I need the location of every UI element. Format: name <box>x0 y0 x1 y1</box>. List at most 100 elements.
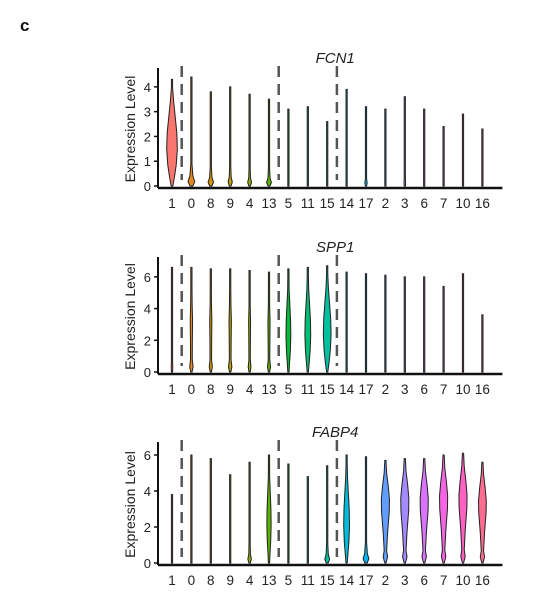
x-tick-label: 1 <box>168 382 176 397</box>
x-tick-label: 0 <box>188 573 196 588</box>
violin-1 <box>170 266 174 373</box>
violin-5 <box>287 463 290 564</box>
x-tick-label: 17 <box>358 196 373 211</box>
chart-title: FABP4 <box>312 424 358 441</box>
violin-11 <box>306 476 309 564</box>
x-tick-label: 6 <box>420 382 428 397</box>
y-axis-label: Expression Level <box>122 451 138 558</box>
violin-7 <box>439 454 449 564</box>
y-tick-label: 0 <box>144 179 151 194</box>
x-tick-label: 15 <box>320 382 335 397</box>
violin-13 <box>266 98 272 187</box>
violin-5 <box>287 108 290 187</box>
x-tick-label: 7 <box>440 196 448 211</box>
violin-17 <box>362 456 370 564</box>
violin-3 <box>403 96 407 187</box>
x-tick-label: 4 <box>246 196 254 211</box>
violin-15 <box>324 465 331 564</box>
y-tick-label: 2 <box>144 520 151 535</box>
violin-4 <box>247 461 252 564</box>
x-tick-label: 4 <box>246 573 254 588</box>
x-tick-label: 16 <box>475 196 490 211</box>
y-tick-label: 4 <box>144 80 151 95</box>
y-tick-label: 2 <box>144 333 151 348</box>
x-tick-label: 9 <box>226 382 234 397</box>
x-tick-label: 13 <box>261 382 276 397</box>
violin-10 <box>461 273 465 373</box>
y-tick-label: 0 <box>144 556 151 571</box>
x-tick-label: 13 <box>261 196 276 211</box>
x-tick-label: 13 <box>261 573 276 588</box>
y-tick-label: 4 <box>144 302 151 317</box>
violin-3 <box>403 276 406 373</box>
x-tick-label: 10 <box>455 382 470 397</box>
x-tick-label: 7 <box>440 382 448 397</box>
violin-16 <box>481 314 484 373</box>
x-tick-label: 6 <box>420 573 428 588</box>
violin-13 <box>266 271 272 373</box>
x-tick-label: 5 <box>285 382 293 397</box>
violin-9 <box>229 474 232 564</box>
y-tick-label: 1 <box>144 154 151 169</box>
violin-6 <box>419 458 429 564</box>
y-tick-label: 6 <box>144 270 151 285</box>
x-tick-label: 15 <box>320 573 335 588</box>
x-tick-label: 6 <box>420 196 428 211</box>
violin-3 <box>400 458 410 564</box>
x-tick-label: 2 <box>382 573 390 588</box>
x-tick-label: 2 <box>382 382 390 397</box>
y-tick-label: 0 <box>144 365 151 380</box>
x-tick-label: 9 <box>226 573 234 588</box>
violin-14 <box>343 454 351 564</box>
violin-17 <box>364 273 368 373</box>
violin-0 <box>190 454 193 564</box>
y-tick-label: 6 <box>144 448 151 463</box>
violin-6 <box>423 276 426 373</box>
violin-15 <box>326 121 329 187</box>
violin-8 <box>207 91 215 187</box>
violin-2 <box>380 459 390 564</box>
x-tick-label: 11 <box>301 382 315 397</box>
x-tick-label: 17 <box>358 573 373 588</box>
violin-0 <box>187 76 196 187</box>
violin-9 <box>227 86 233 187</box>
violin-4 <box>247 93 253 187</box>
x-tick-label: 14 <box>339 196 355 211</box>
violin-14 <box>345 88 348 187</box>
violin-1 <box>170 494 174 564</box>
violin-7 <box>442 285 445 373</box>
x-tick-label: 11 <box>301 573 315 588</box>
x-tick-label: 2 <box>382 196 390 211</box>
x-tick-label: 8 <box>207 382 215 397</box>
violin-14 <box>345 271 348 373</box>
violin-13 <box>266 454 272 564</box>
violin-15 <box>322 265 332 373</box>
x-tick-label: 4 <box>246 382 254 397</box>
x-tick-label: 0 <box>188 382 196 397</box>
x-tick-label: 14 <box>339 573 355 588</box>
x-tick-label: 1 <box>168 573 176 588</box>
y-axis-label: Expression Level <box>122 263 138 370</box>
violin-9 <box>227 268 233 373</box>
x-tick-label: 16 <box>475 573 490 588</box>
violin-8 <box>208 268 213 373</box>
panel-letter: c <box>20 16 30 35</box>
violin-2 <box>384 274 387 373</box>
violin-2 <box>384 108 387 187</box>
violin-16 <box>478 461 487 564</box>
x-tick-label: 8 <box>207 196 215 211</box>
x-tick-label: 3 <box>401 196 409 211</box>
x-tick-label: 0 <box>188 196 196 211</box>
violin-5 <box>285 268 292 373</box>
y-tick-label: 3 <box>144 105 151 120</box>
x-tick-label: 3 <box>401 382 409 397</box>
violin-4 <box>247 270 252 373</box>
violin-10 <box>461 113 465 187</box>
x-tick-label: 11 <box>301 196 315 211</box>
x-tick-label: 3 <box>401 573 409 588</box>
y-tick-label: 4 <box>144 484 151 499</box>
violin-8 <box>209 458 212 564</box>
violin-10 <box>458 452 468 564</box>
